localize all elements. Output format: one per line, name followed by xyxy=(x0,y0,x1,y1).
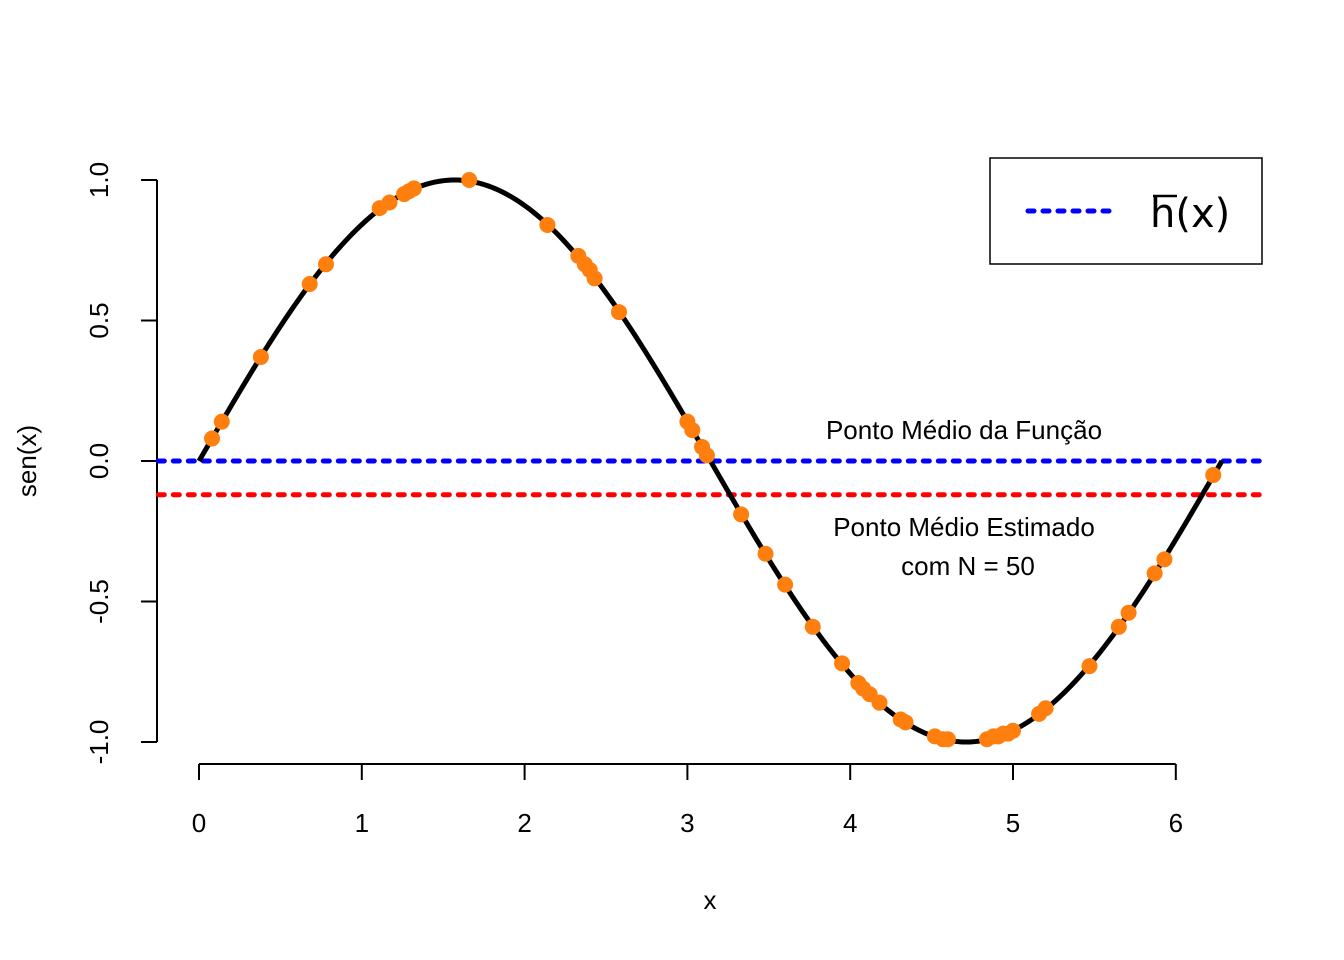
sample-point xyxy=(539,216,556,233)
reference-lines xyxy=(155,458,1262,498)
sample-point xyxy=(301,275,318,292)
y-tick-label: 0.5 xyxy=(84,302,114,338)
sample-point xyxy=(871,694,888,711)
sample-point xyxy=(897,714,914,731)
sample-point xyxy=(1146,565,1163,582)
y-tick-label: 1.0 xyxy=(84,162,114,198)
function-midpoint-label: Ponto Médio da Função xyxy=(826,415,1102,445)
x-tick-label: 0 xyxy=(192,808,206,838)
estimated-midpoint-label-line2: com N = 50 xyxy=(901,551,1035,581)
sample-point xyxy=(204,430,221,447)
sample-point xyxy=(684,422,701,439)
sample-point xyxy=(733,506,750,523)
y-tick-label: -1.0 xyxy=(84,720,114,765)
sample-point xyxy=(698,447,715,464)
legend: h(x) xyxy=(989,157,1263,265)
sample-point xyxy=(252,349,269,366)
sample-point xyxy=(1205,467,1222,484)
x-tick-label: 5 xyxy=(1006,808,1020,838)
y-tick-label: -0.5 xyxy=(84,579,114,624)
sample-point xyxy=(804,618,821,635)
estimated-midpoint-label-line1: Ponto Médio Estimado xyxy=(833,512,1095,542)
sample-point xyxy=(381,194,398,211)
sample-points xyxy=(204,172,1222,748)
sample-point xyxy=(405,180,422,197)
sample-point xyxy=(611,304,628,321)
sample-point xyxy=(586,270,603,287)
y-axis-label: sen(x) xyxy=(12,425,42,497)
sample-point xyxy=(834,655,851,672)
legend-label-symbol: h xyxy=(1150,191,1175,237)
x-tick-label: 4 xyxy=(843,808,857,838)
sample-point xyxy=(461,172,478,188)
sample-point xyxy=(1037,700,1054,717)
x-tick-label: 3 xyxy=(680,808,694,838)
x-axis-label: x xyxy=(704,885,717,915)
sample-point xyxy=(1005,722,1021,739)
annotations: Ponto Médio da Função Ponto Médio Estima… xyxy=(826,415,1102,581)
x-tick-label: 2 xyxy=(517,808,531,838)
axes: 0 1 2 3 4 5 6 -1.0 -0.5 0.0 0.5 1.0 xyxy=(84,162,1183,838)
sample-point xyxy=(213,413,230,430)
x-tick-label: 6 xyxy=(1169,808,1183,838)
sample-point xyxy=(777,576,794,593)
sample-point xyxy=(1081,658,1098,675)
legend-label-rest: (x) xyxy=(1175,191,1230,237)
y-tick-label: 0.0 xyxy=(84,443,114,479)
sample-point xyxy=(317,256,334,273)
sample-point xyxy=(1156,551,1173,568)
sample-point xyxy=(1110,618,1127,635)
sample-point xyxy=(1120,604,1137,621)
x-tick-label: 1 xyxy=(355,808,369,838)
legend-label: h(x) xyxy=(1150,191,1230,237)
sample-point xyxy=(939,731,956,748)
sample-point xyxy=(757,545,774,562)
